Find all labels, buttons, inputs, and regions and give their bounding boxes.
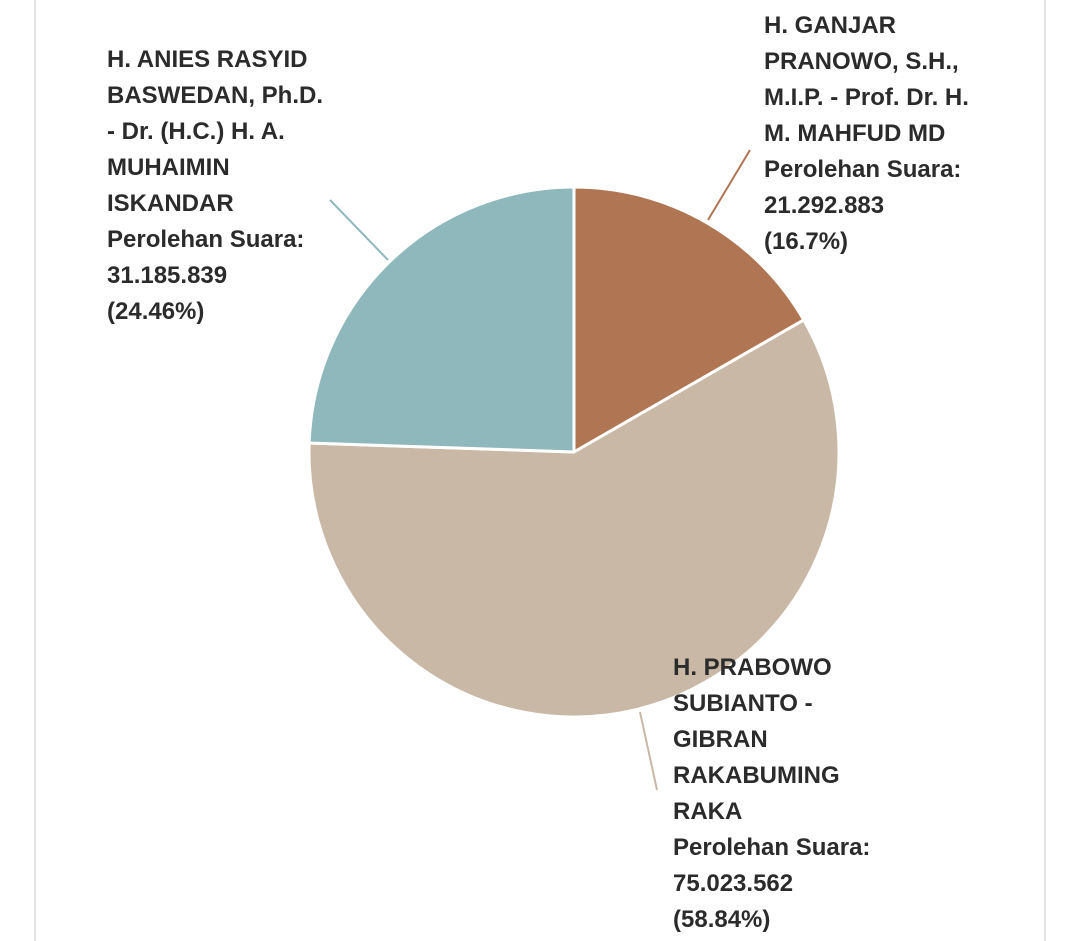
leader-line xyxy=(707,149,751,221)
value-caption: Perolehan Suara: xyxy=(764,156,962,183)
pie xyxy=(307,185,841,719)
value-label: 75.023.562 xyxy=(673,870,794,897)
value-label: 31.185.839 xyxy=(107,262,228,289)
category-name: H. ANIES RASYID BASWEDAN, Ph.D. - Dr. (H… xyxy=(107,46,323,217)
slice-label: H. PRABOWO SUBIANTO - GIBRAN RAKABUMING … xyxy=(673,650,898,938)
leader-line xyxy=(329,199,389,261)
category-name: H. GANJAR PRANOWO, S.H., M.I.P. - Prof. … xyxy=(764,12,969,147)
slice-label: H. GANJAR PRANOWO, S.H., M.I.P. - Prof. … xyxy=(764,8,989,260)
slice xyxy=(307,318,841,719)
percent-label: (16.7%) xyxy=(764,228,849,255)
category-name: H. PRABOWO SUBIANTO - GIBRAN RAKABUMING … xyxy=(673,654,840,825)
percent-label: (24.46%) xyxy=(107,298,205,325)
value-caption: Perolehan Suara: xyxy=(107,226,305,253)
percent-label: (58.84%) xyxy=(673,906,771,933)
slice-label: H. ANIES RASYID BASWEDAN, Ph.D. - Dr. (H… xyxy=(107,42,325,330)
value-caption: Perolehan Suara: xyxy=(673,834,871,861)
slice xyxy=(307,185,576,454)
slice xyxy=(572,185,806,454)
leader-line xyxy=(639,711,658,791)
value-label: 21.292.883 xyxy=(764,192,885,219)
